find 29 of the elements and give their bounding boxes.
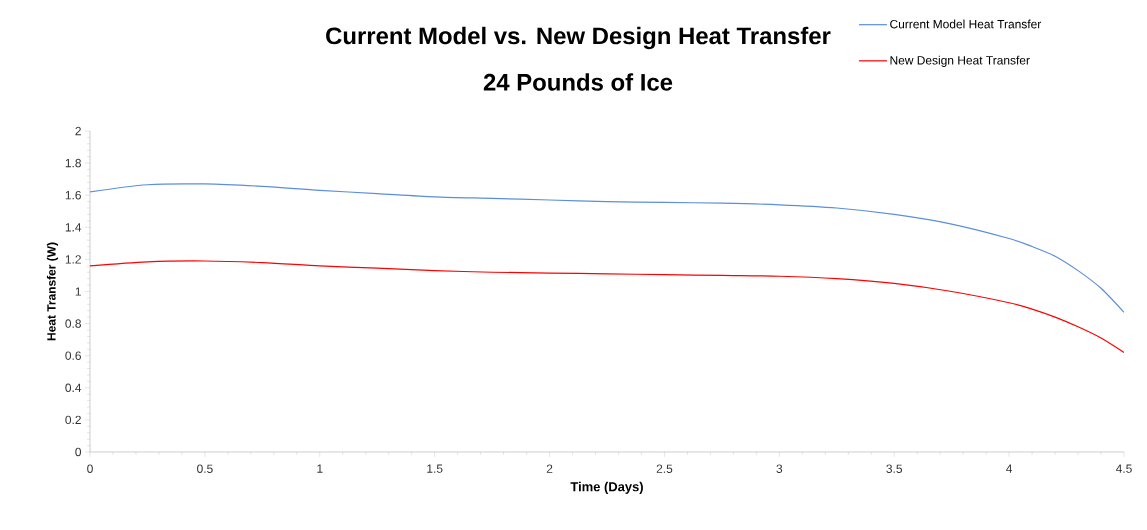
x-tick-label: 3.5 bbox=[886, 464, 903, 473]
y-axis-title: Heat Transfer (W) bbox=[46, 242, 59, 341]
x-tick-label: 4.5 bbox=[1115, 464, 1132, 473]
x-tick-label: 1 bbox=[317, 464, 323, 473]
x-axis-title: Time (Days) bbox=[570, 481, 643, 494]
y-tick-label: 1.8 bbox=[65, 158, 81, 168]
y-tick-label: 0.6 bbox=[65, 351, 81, 360]
y-tick-label: 2 bbox=[75, 126, 81, 136]
y-tick-label: 0 bbox=[75, 447, 82, 457]
y-tick-label: 0.4 bbox=[65, 383, 82, 393]
x-tick-label: 0.5 bbox=[197, 464, 213, 473]
x-tick-label: 3 bbox=[776, 464, 783, 473]
line-series bbox=[90, 260, 1124, 354]
x-tick-label: 1.5 bbox=[427, 464, 443, 473]
legend-label: New Design Heat Transfer bbox=[890, 55, 1030, 67]
x-tick-label: 2.5 bbox=[656, 464, 673, 473]
x-tick-label: 0 bbox=[87, 464, 93, 473]
legend-label: Current Model Heat Transfer bbox=[890, 19, 1042, 29]
chart-subtitle: 24 Pounds of Ice bbox=[483, 73, 673, 91]
x-tick-label: 2 bbox=[546, 464, 553, 473]
y-tick-label: 1.6 bbox=[65, 190, 81, 200]
y-tick-label: 0.8 bbox=[65, 319, 81, 328]
y-tick-label: 1.2 bbox=[65, 255, 81, 264]
x-tick-label: 4 bbox=[1006, 464, 1013, 473]
y-tick-label: 1 bbox=[75, 287, 81, 296]
chart-title: Current Model vs. New Design Heat Transfer bbox=[326, 26, 831, 50]
y-tick-label: 1.4 bbox=[65, 223, 82, 232]
line-series bbox=[90, 183, 1124, 313]
y-tick-label: 0.2 bbox=[65, 415, 81, 425]
